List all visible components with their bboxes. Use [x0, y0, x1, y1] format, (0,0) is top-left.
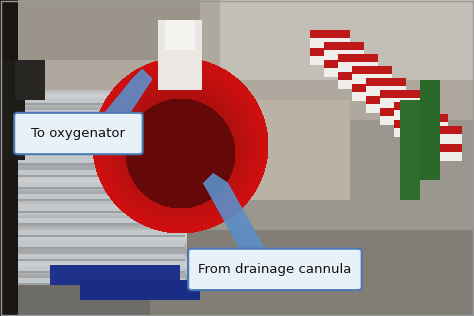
Text: To oxygenator: To oxygenator: [31, 127, 126, 140]
Text: From drainage cannula: From drainage cannula: [198, 263, 352, 276]
Polygon shape: [73, 70, 152, 152]
FancyBboxPatch shape: [188, 249, 362, 290]
FancyBboxPatch shape: [14, 113, 143, 154]
Polygon shape: [204, 174, 265, 251]
